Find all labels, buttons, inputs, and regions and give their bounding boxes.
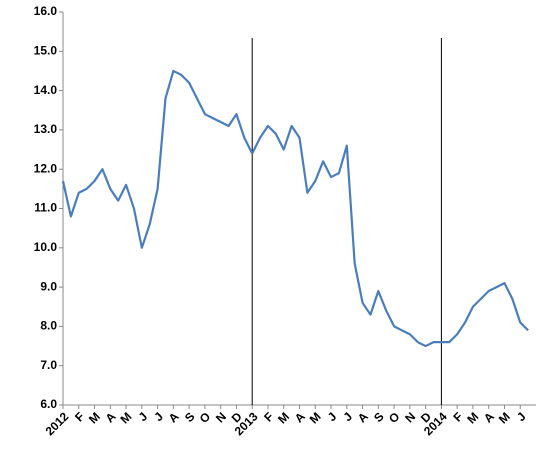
y-tick-label: 8.0 [40, 319, 57, 333]
x-tick-label: J [514, 409, 529, 424]
x-tick-label: N [402, 409, 418, 425]
x-tick-label: O [386, 409, 403, 426]
x-tick-label: A [166, 409, 182, 425]
x-tick-label: N [213, 409, 229, 425]
x-tick-label: M [86, 409, 103, 426]
x-tick-label: 2012 [43, 409, 72, 438]
y-tick-label: 15.0 [34, 43, 58, 57]
y-tick-label: 14.0 [34, 83, 58, 97]
y-tick-label: 7.0 [40, 358, 57, 372]
x-tick-label: M [464, 409, 481, 426]
x-tick-label: A [355, 409, 371, 425]
x-tick-label: O [197, 409, 214, 426]
y-tick-label: 6.0 [40, 397, 57, 411]
line-series [61, 69, 529, 348]
y-tick-label: 11.0 [34, 201, 57, 215]
x-tick-label: M [275, 409, 292, 426]
x-tick-label: F [261, 409, 276, 424]
x-tick-label: S [182, 409, 198, 425]
x-tick-label: J [325, 409, 340, 424]
y-tick-label: 9.0 [40, 279, 57, 293]
x-tick-label: A [103, 409, 119, 425]
y-tick-label: 13.0 [34, 122, 58, 136]
x-tick-label: F [72, 409, 87, 424]
y-tick-label: 10.0 [34, 240, 58, 254]
x-tick-label: A [292, 409, 308, 425]
x-tick-label: M [117, 409, 134, 426]
x-tick-label: J [151, 409, 166, 424]
x-tick-label: F [450, 409, 465, 424]
x-tick-label: S [371, 409, 387, 425]
y-tick-label: 16.0 [34, 4, 58, 18]
x-tick-label: M [307, 409, 324, 426]
x-tick-label: M [496, 409, 513, 426]
x-tick-label: J [341, 409, 356, 424]
x-tick-label: J [136, 409, 151, 424]
y-tick-label: 12.0 [34, 161, 58, 175]
x-tick-label: A [481, 409, 497, 425]
